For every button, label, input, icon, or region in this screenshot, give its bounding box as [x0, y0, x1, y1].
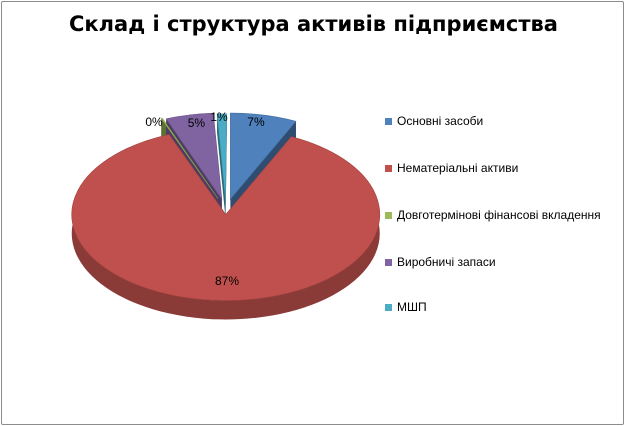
legend-item-vyrobnychi-zapasy: Виробничі запаси: [385, 255, 496, 269]
legend-label: МШП: [397, 300, 427, 314]
legend-item-mshp: МШП: [385, 300, 427, 314]
chart-title: Склад і структура активів підприємства: [69, 12, 558, 36]
legend-swatch: [385, 303, 392, 311]
pie-slice: [71, 134, 381, 301]
legend-swatch: [385, 117, 392, 125]
slice-data-label: 7%: [247, 115, 265, 129]
slice-data-label: 87%: [215, 274, 239, 288]
pie-slice: [230, 112, 297, 200]
legend-item-nematerialni-aktyvy: Нематеріальні активи: [385, 161, 518, 175]
legend-item-dovhoterminovi-vkladennia: Довготермінові фінансові вкладення: [385, 208, 601, 222]
slice-data-label: 1%: [210, 110, 228, 124]
legend-swatch: [385, 258, 392, 266]
legend-label: Виробничі запаси: [397, 255, 496, 269]
slice-data-label: 0%: [145, 115, 163, 129]
pie-slice: [216, 113, 228, 200]
legend-item-osnovni-zasoby: Основні засоби: [385, 114, 483, 128]
legend-label: Нематеріальні активи: [397, 161, 519, 175]
slice-data-label: 5%: [188, 116, 206, 130]
legend-label: Довготермінові фінансові вкладення: [397, 208, 601, 222]
legend-label: Основні засоби: [397, 114, 484, 128]
legend-swatch: [385, 211, 392, 219]
pie-slice-wall: [217, 114, 226, 219]
pie-slice: [165, 112, 223, 201]
legend-swatch: [385, 164, 392, 172]
pie-slice: [160, 117, 219, 199]
